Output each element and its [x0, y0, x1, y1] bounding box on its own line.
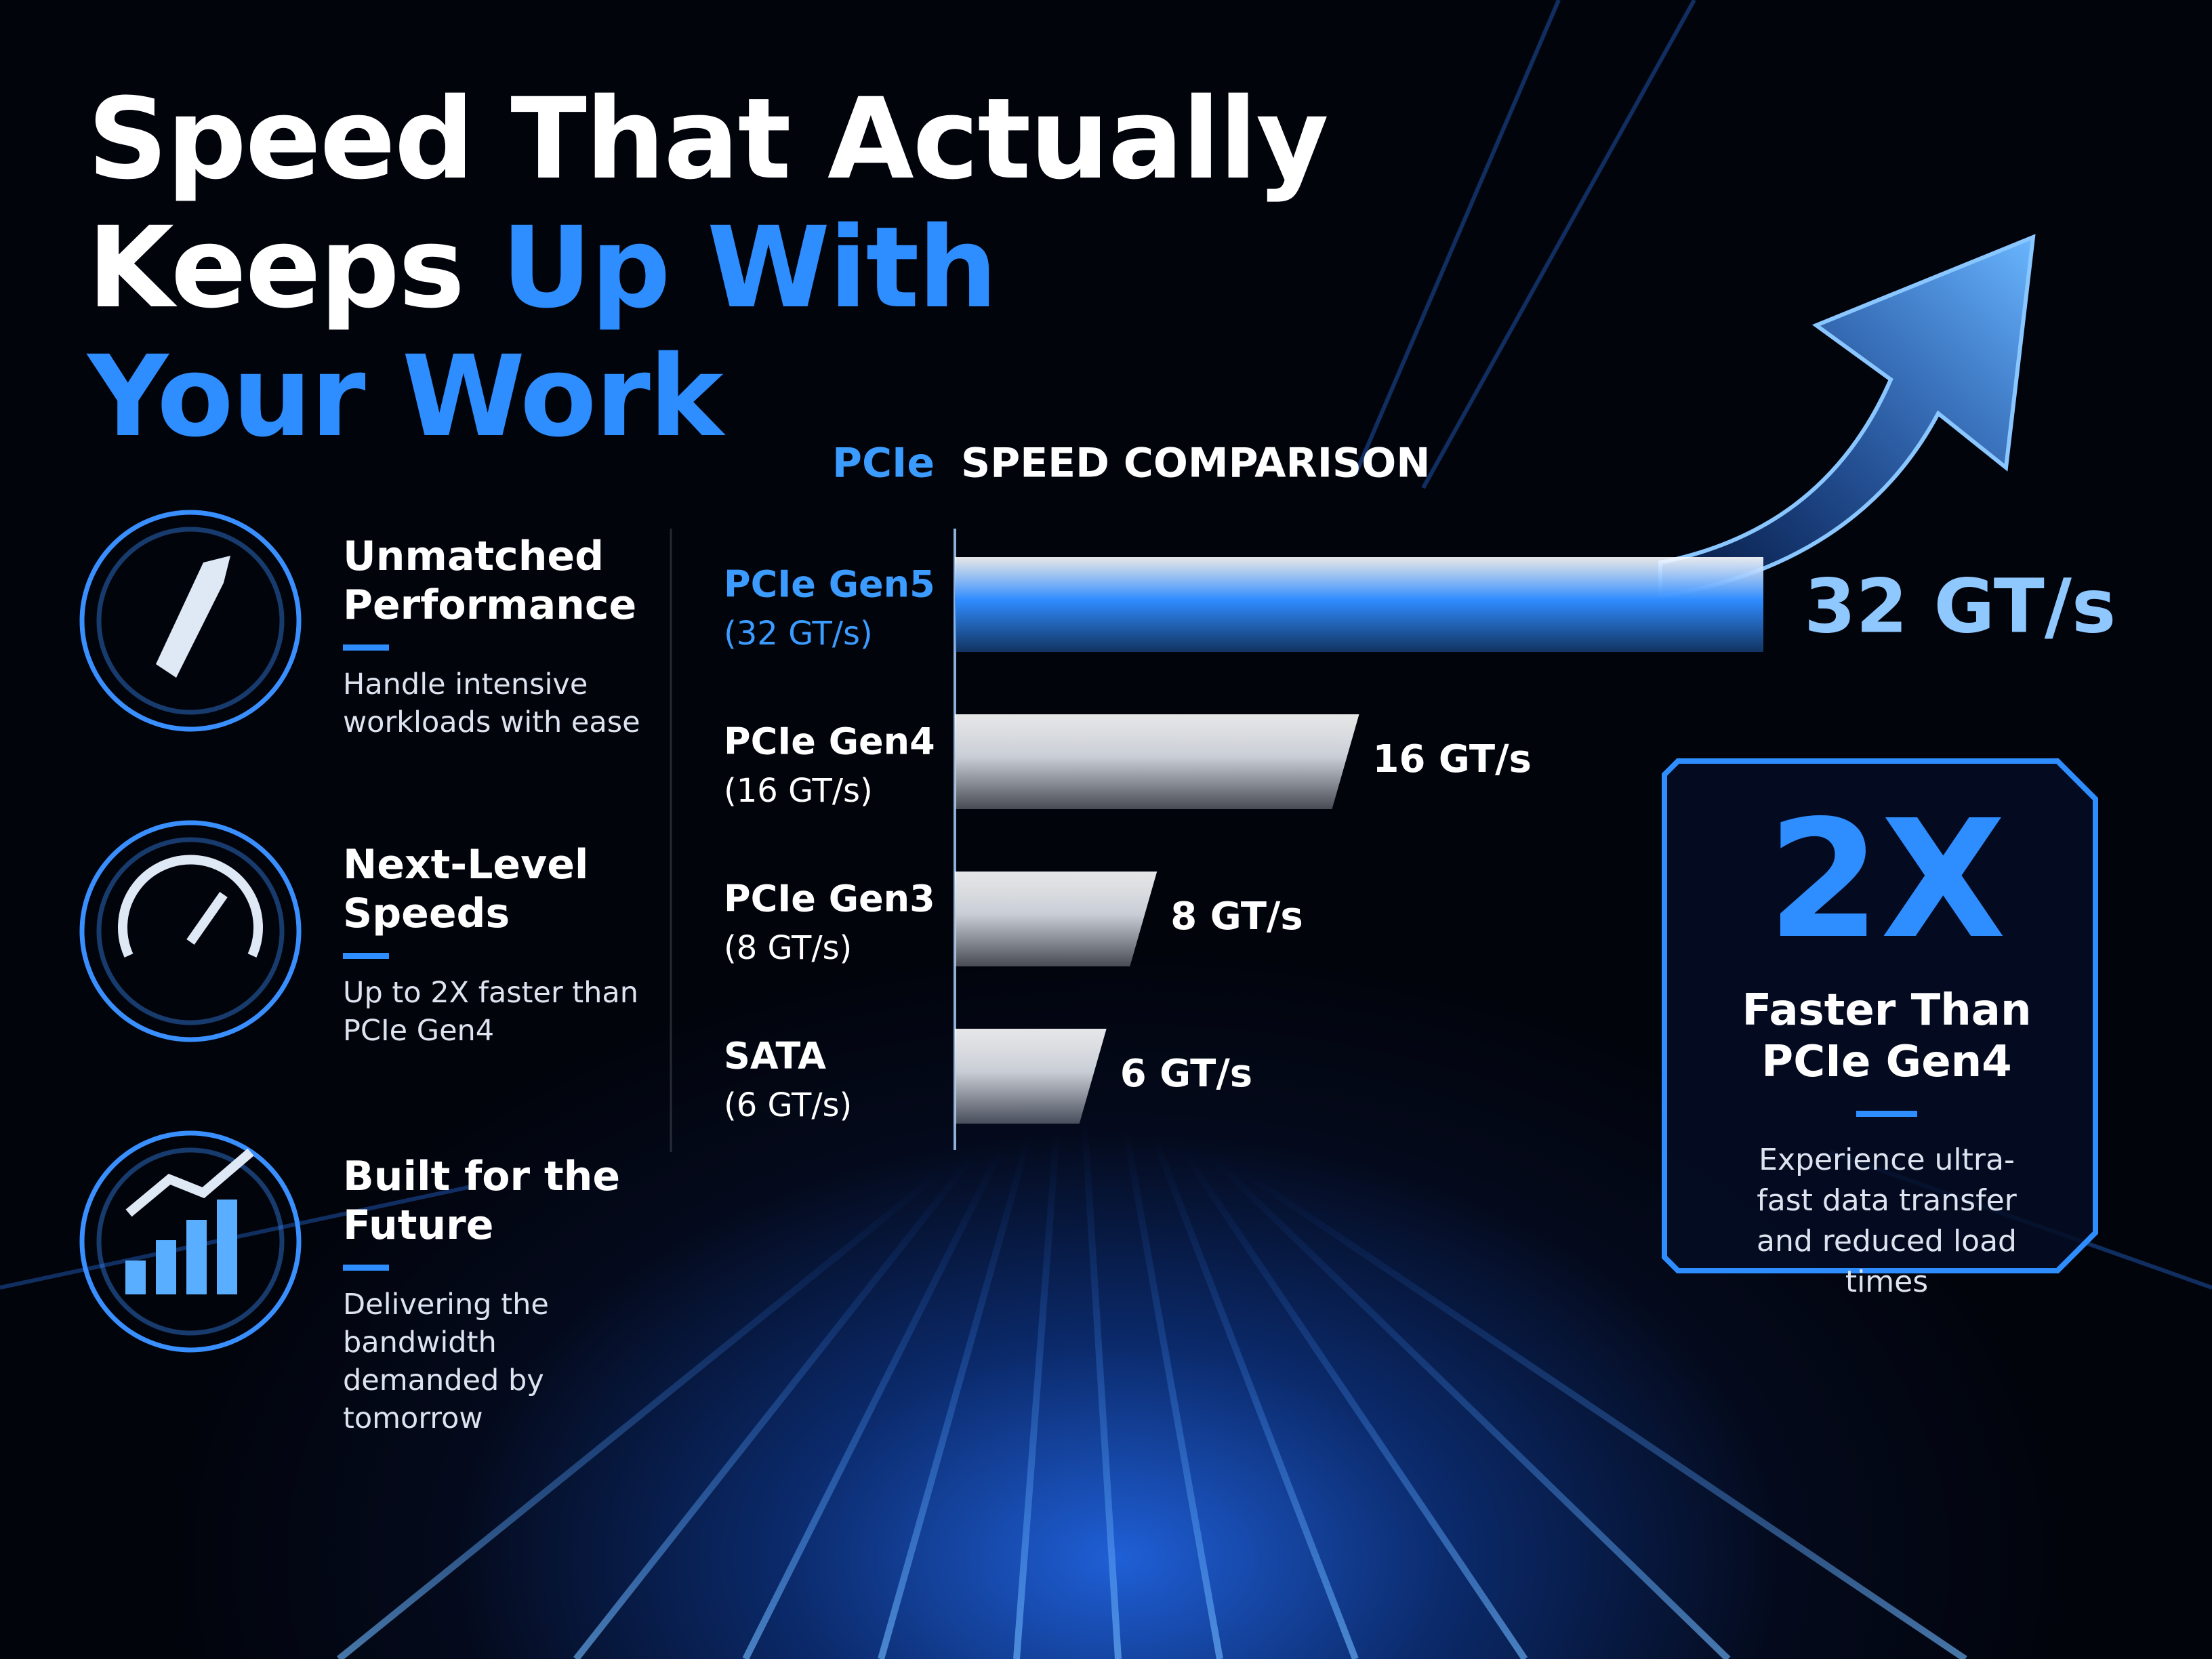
- value-label: 16 GT/s: [1373, 737, 1532, 781]
- feature-icons: [79, 510, 302, 1353]
- category-sublabel: (8 GT/s): [724, 929, 852, 967]
- callout-heading: Faster Than PCIe Gen4: [1742, 985, 2032, 1087]
- chart-title: PCIe: [832, 440, 935, 487]
- feature-heading: Next-Level Speeds: [343, 841, 589, 937]
- value-label: 32 GT/s: [1804, 562, 2116, 649]
- feature: Next-Level Speeds Up to 2X faster than P…: [343, 840, 695, 1050]
- category-sublabel: (32 GT/s): [724, 615, 873, 653]
- feature-heading: Built for the Future: [343, 1153, 621, 1249]
- bar: [955, 557, 1763, 652]
- callout: 2X Faster Than PCIe Gen4 Experience ultr…: [1664, 747, 2109, 1299]
- arrow-decoration: [1658, 234, 2036, 599]
- callout-big: 2X: [1767, 785, 2007, 975]
- category-label: SATA: [724, 1035, 826, 1078]
- title-text: Speed That Actually: [87, 74, 1329, 204]
- feature-heading: Unmatched Performance: [343, 533, 637, 629]
- bar: [955, 714, 1359, 809]
- title-text: Your Work: [87, 331, 724, 462]
- bar: [955, 1029, 1107, 1124]
- feature-description: Handle intensive workloads with ease: [343, 668, 640, 739]
- title-text: Up With: [501, 203, 998, 333]
- value-label: 6 GT/s: [1120, 1052, 1252, 1096]
- feature: Unmatched Performance Handle intensive w…: [343, 532, 695, 741]
- category-sublabel: (16 GT/s): [724, 772, 873, 810]
- category-sublabel: (6 GT/s): [724, 1086, 852, 1124]
- title-text: Keeps: [87, 203, 501, 333]
- callout-frame: [1662, 758, 2098, 1273]
- bar: [955, 872, 1158, 966]
- category-label: PCIe Gen3: [724, 878, 935, 920]
- feature: Built for the Future Delivering the band…: [343, 1152, 695, 1437]
- feature-description: Up to 2X faster than PCIe Gen4: [343, 976, 639, 1048]
- callout-description: Experience ultra-fast data transfer and …: [1757, 1143, 2017, 1299]
- category-label: PCIe Gen5: [724, 563, 935, 606]
- chart-title: SPEED COMPARISON: [961, 440, 1430, 487]
- title: Speed That Actually Keeps Up With Your W…: [87, 74, 1329, 462]
- value-label: 8 GT/s: [1170, 895, 1303, 939]
- feature-description: Delivering the bandwidth demanded by tom…: [343, 1288, 549, 1435]
- category-label: PCIe Gen4: [724, 720, 935, 763]
